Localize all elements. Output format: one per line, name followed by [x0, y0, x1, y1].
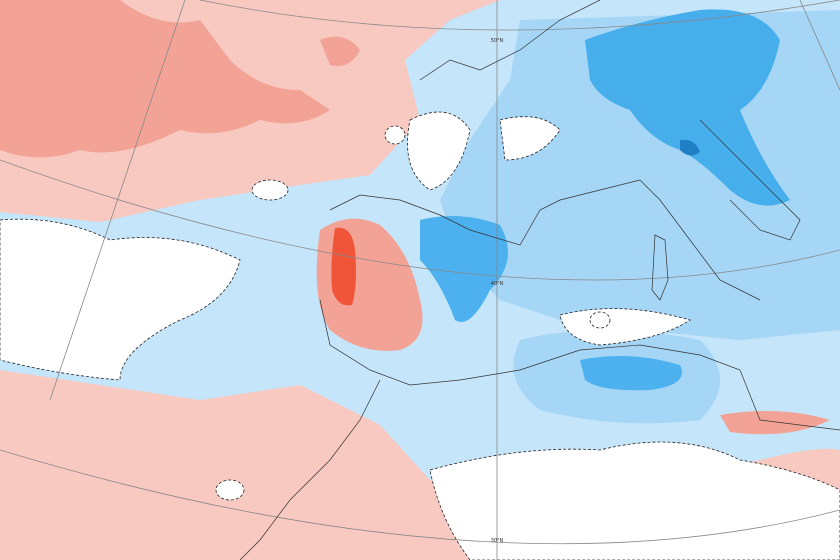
- meridian: [49, 0, 186, 401]
- neutral-area: [429, 441, 840, 560]
- graticule-label: 50°N: [491, 38, 504, 44]
- graticule-label: 40°N: [491, 281, 504, 287]
- coastline: [699, 119, 801, 241]
- warm-anomaly: [720, 411, 830, 435]
- strong-cold-anomaly: [585, 9, 790, 206]
- neutral-area: [0, 218, 241, 381]
- parallel: [0, 159, 840, 281]
- coastline: [239, 379, 381, 560]
- parallel: [199, 0, 840, 31]
- coastline: [329, 179, 761, 301]
- neutral-area: [499, 116, 561, 161]
- coastline: [419, 0, 601, 81]
- strong-cold-anomaly: [420, 216, 508, 322]
- neutral-area: [215, 479, 245, 501]
- parallel: [0, 449, 840, 545]
- neutral-area: [589, 311, 611, 329]
- strong-cold-anomaly: [580, 356, 682, 391]
- warm-anomaly: [0, 0, 330, 158]
- warm-anomaly: [320, 36, 360, 66]
- neutral-area: [251, 179, 289, 201]
- meridian: [799, 0, 840, 91]
- neutral-area: [384, 125, 406, 145]
- strongest-cold-anomaly: [680, 139, 700, 156]
- graticule-label: 30°N: [491, 538, 504, 544]
- warm-anomaly: [213, 427, 390, 560]
- coastline: [319, 299, 840, 431]
- neutral-area: [407, 111, 471, 191]
- strong-warm-anomaly: [331, 227, 356, 306]
- island-coastline: [651, 234, 669, 301]
